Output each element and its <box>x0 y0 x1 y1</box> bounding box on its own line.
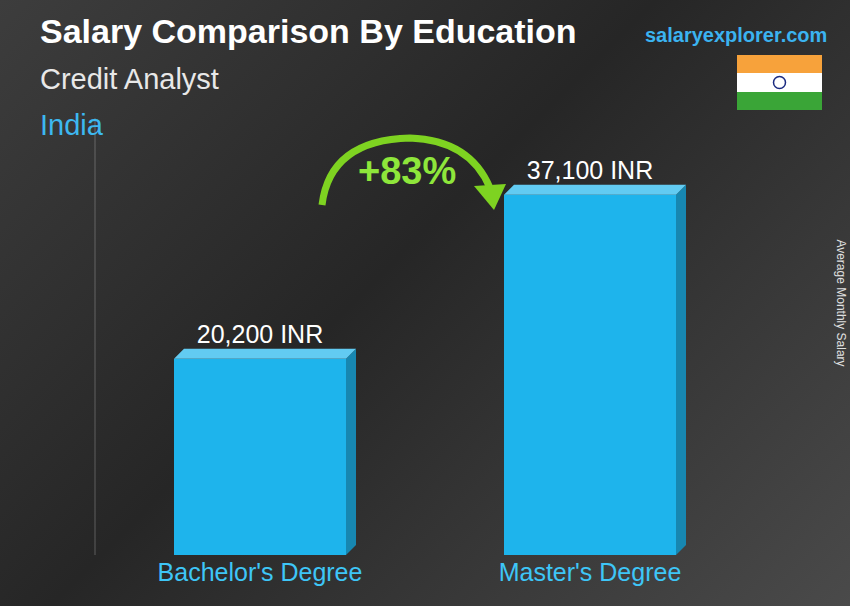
html-text:+83%: +83% <box>358 150 457 192</box>
html-text:Salary Comparison By Education: Salary Comparison By Education <box>40 12 577 50</box>
svg-text:Bachelor's Degree: Bachelor's Degree <box>158 558 363 586</box>
svg-text:37,100 INR: 37,100 INR <box>527 156 653 184</box>
html-text:India: India <box>40 109 103 141</box>
html-text:Average Monthly Salary: Average Monthly Salary <box>834 239 848 367</box>
html-text:salaryexplorer.com: salaryexplorer.com <box>645 24 828 46</box>
svg-text:20,200 INR: 20,200 INR <box>197 320 323 348</box>
svg-text:Master's Degree: Master's Degree <box>499 558 682 586</box>
html-text:Credit Analyst: Credit Analyst <box>40 63 219 95</box>
